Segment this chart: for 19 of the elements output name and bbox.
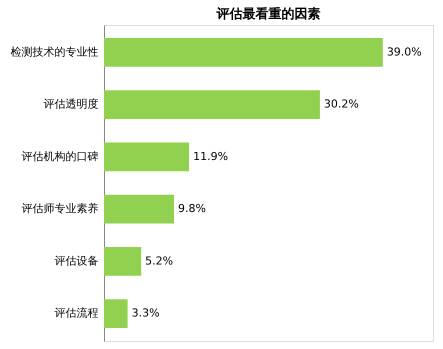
y-tick-label: 评估设备 xyxy=(54,254,98,268)
chart-title: 评估最看重的因素 xyxy=(216,6,320,22)
data-label: 30.2% xyxy=(324,98,359,111)
bar xyxy=(104,90,320,120)
y-tick-label: 检测技术的专业性 xyxy=(10,45,98,58)
data-label: 3.3% xyxy=(132,306,160,320)
y-tick-label: 评估师专业素养 xyxy=(22,202,98,216)
data-label: 9.8% xyxy=(178,202,206,216)
bar xyxy=(104,299,128,328)
y-tick-label: 评估透明度 xyxy=(44,98,98,111)
bar xyxy=(104,246,142,276)
bar xyxy=(104,38,383,67)
y-tick-label: 评估机构的口碑 xyxy=(22,150,98,163)
bar xyxy=(104,194,174,224)
data-label: 39.0% xyxy=(386,45,422,58)
bar xyxy=(104,142,190,172)
y-tick-label: 评估流程 xyxy=(54,306,98,320)
data-label: 5.2% xyxy=(145,254,174,268)
data-label: 11.9% xyxy=(193,150,228,163)
